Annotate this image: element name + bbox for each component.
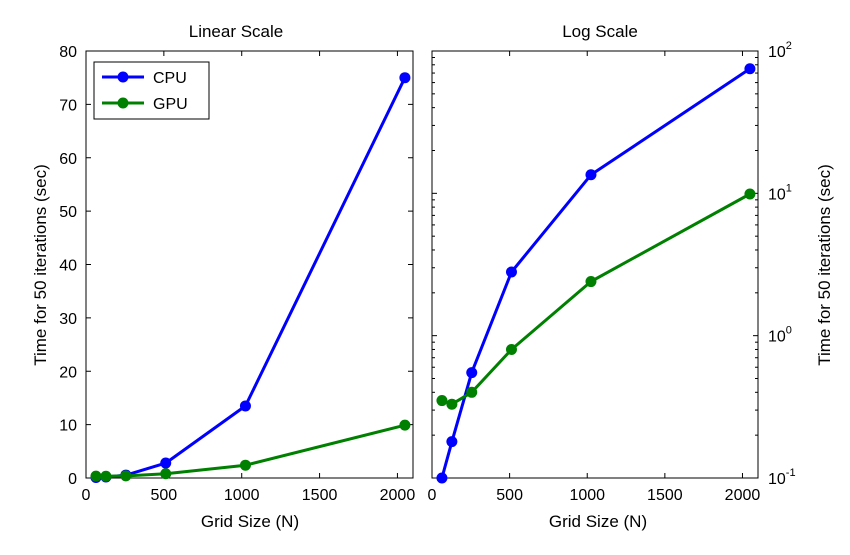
x-tick-label: 1000 bbox=[224, 487, 260, 504]
legend-cpu-marker bbox=[117, 71, 129, 83]
gpu-point bbox=[446, 398, 458, 410]
x-tick-label: 0 bbox=[82, 487, 91, 504]
gpu-point bbox=[466, 386, 478, 398]
y-tick-label: 102 bbox=[768, 40, 792, 61]
y-tick-label: 100 bbox=[768, 325, 792, 346]
gpu-point bbox=[399, 419, 411, 431]
y-tick-label: 80 bbox=[59, 44, 77, 61]
axis-ticks: 0 500 1000 1500 2000 10-1 100 101 102 bbox=[428, 40, 796, 504]
x-tick-label: 1500 bbox=[647, 487, 683, 504]
x-tick-label: 1000 bbox=[569, 487, 605, 504]
plot-area bbox=[431, 50, 759, 479]
linear-scale-panel: Linear Scale 0 500 1000 1500 2000 0 10 20 30 40 50… bbox=[31, 22, 415, 531]
cpu-point bbox=[160, 457, 172, 469]
y-tick-label: 20 bbox=[59, 364, 77, 381]
y-tick-label: 40 bbox=[59, 258, 77, 275]
gpu-point bbox=[120, 470, 132, 482]
cpu-point bbox=[436, 472, 448, 484]
cpu-series-line bbox=[440, 67, 751, 479]
x-tick-label: 2000 bbox=[725, 487, 761, 504]
y-tick-label: 0 bbox=[68, 471, 77, 488]
legend: CPU GPU bbox=[93, 61, 210, 120]
legend-gpu-marker bbox=[117, 97, 129, 109]
cpu-point bbox=[585, 169, 597, 181]
legend-gpu-label: GPU bbox=[153, 96, 188, 113]
cpu-point bbox=[399, 72, 411, 84]
y-axis-label: Time for 50 iterations (sec) bbox=[31, 164, 50, 366]
axis-ticks: 0 500 1000 1500 2000 0 10 20 30 40 50 60 70 80 bbox=[59, 44, 415, 504]
gpu-point bbox=[505, 343, 517, 355]
x-tick-label: 500 bbox=[151, 487, 178, 504]
x-tick-label: 1500 bbox=[302, 487, 338, 504]
log-scale-panel: Log Scale 0 500 1000 1500 200010-1100101102 … bbox=[428, 22, 834, 531]
y-tick-label: 10 bbox=[59, 418, 77, 435]
legend-cpu-label: CPU bbox=[153, 70, 187, 87]
y-tick-label: 60 bbox=[59, 151, 77, 168]
cpu-point bbox=[239, 400, 251, 412]
series-layer bbox=[90, 72, 411, 483]
x-tick-label: 500 bbox=[496, 487, 523, 504]
y-tick-label: 10-1 bbox=[768, 467, 796, 488]
x-axis-label: Grid Size (N) bbox=[201, 512, 299, 531]
gpu-point bbox=[90, 470, 102, 482]
gpu-point bbox=[436, 395, 448, 407]
x-tick-label: 0 bbox=[428, 487, 437, 504]
legend-box bbox=[93, 61, 210, 120]
y-tick-label: 50 bbox=[59, 204, 77, 221]
x-tick-label: 2000 bbox=[380, 487, 416, 504]
cpu-point bbox=[466, 367, 478, 379]
cpu-point bbox=[744, 63, 756, 75]
y-tick-label: 70 bbox=[59, 97, 77, 114]
x-axis-label: Grid Size (N) bbox=[549, 512, 647, 531]
gpu-point bbox=[100, 470, 112, 482]
gpu-point bbox=[585, 276, 597, 288]
y-tick-label: 30 bbox=[59, 311, 77, 328]
cpu-point bbox=[505, 266, 517, 278]
cpu-point bbox=[446, 436, 458, 448]
y-tick-label: 101 bbox=[768, 182, 792, 203]
gpu-point bbox=[239, 459, 251, 471]
series-layer bbox=[436, 63, 756, 484]
gpu-point bbox=[744, 188, 756, 200]
panel-title: Log Scale bbox=[562, 22, 638, 41]
panel-title: Linear Scale bbox=[189, 22, 284, 41]
y-axis-label: Time for 50 iterations (sec) bbox=[815, 164, 834, 366]
gpu-point bbox=[160, 468, 172, 480]
